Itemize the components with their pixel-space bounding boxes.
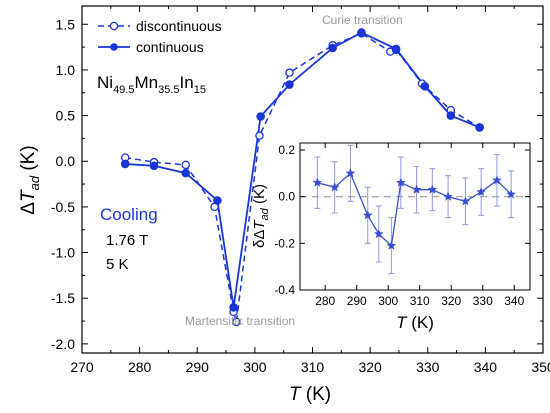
- inset-y-axis-title-delta: δΔ: [251, 230, 268, 248]
- y-axis-title-symbol: T: [18, 189, 39, 202]
- inset-star-point: [443, 191, 454, 201]
- inset-y-tick-label: 0.0: [278, 190, 295, 204]
- y-axis-title-delta: Δ: [18, 202, 39, 215]
- continuous-point: [149, 161, 159, 171]
- discontinuous-point: [255, 131, 264, 140]
- inset-y-axis-title-unit: (K): [251, 184, 268, 208]
- y-tick-label: 0.0: [56, 153, 76, 169]
- formula-element: Mn: [134, 73, 158, 92]
- inset-star-point: [427, 184, 438, 194]
- continuous-point: [213, 196, 222, 205]
- inset-x-tick-label: 280: [315, 294, 335, 308]
- inset-star-point: [386, 240, 397, 250]
- x-axis-title-unit: (K): [301, 384, 332, 405]
- inset-x-tick-label: 320: [441, 294, 461, 308]
- inset-series-line: [317, 172, 512, 248]
- inset-star-point: [506, 189, 517, 199]
- y-axis-title-subscript: ad: [27, 175, 42, 190]
- inset-y-axis-title-subscript: ad: [259, 207, 271, 220]
- inset-x-tick-label: 340: [504, 294, 524, 308]
- inset-star-point: [362, 210, 373, 220]
- x-tick-label: 310: [301, 359, 325, 375]
- x-tick-label: 290: [186, 359, 210, 375]
- continuous-point: [328, 43, 337, 53]
- cooling-label: Cooling: [100, 205, 158, 224]
- formula-element: In: [180, 73, 194, 92]
- legend-discontinuous-label: discontinuous: [136, 18, 222, 34]
- inset-y-tick-label: -0.4: [274, 283, 295, 297]
- x-axis-title: T (K): [289, 384, 331, 405]
- continuous-point: [285, 80, 294, 89]
- inset-x-tick-label: 330: [473, 294, 493, 308]
- inset-frame: [299, 142, 531, 291]
- inset-x-tick-label: 310: [410, 294, 430, 308]
- x-axis-title-symbol: T: [289, 384, 302, 405]
- y-axis-title-unit: (K): [18, 145, 39, 176]
- field-label: 1.76 T: [106, 232, 148, 249]
- inset-y-axis-title: δΔTad (K): [251, 184, 271, 248]
- continuous-point: [357, 28, 366, 37]
- inset-x-axis-title: T (K): [396, 313, 434, 332]
- legend-continuous-marker: [110, 43, 118, 51]
- continuous-point: [391, 44, 401, 54]
- y-tick-label: -0.5: [51, 199, 75, 215]
- continuous-point: [256, 112, 265, 121]
- y-tick-label: -1.5: [51, 290, 75, 306]
- formula-subscript: 49.5: [113, 84, 134, 96]
- y-tick-label: 0.5: [56, 108, 76, 124]
- y-tick-label: -2.0: [51, 336, 75, 352]
- inset-y-tick-label: -0.2: [274, 236, 295, 250]
- discontinuous-point: [181, 160, 190, 170]
- y-axis-title: ΔTad (K): [18, 145, 42, 214]
- x-tick-label: 300: [243, 359, 267, 375]
- inset-y-axis-title-symbol: T: [251, 219, 268, 230]
- continuous-point: [475, 123, 484, 132]
- inset-star-point: [395, 177, 406, 187]
- x-tick-label: 270: [70, 359, 94, 375]
- martensitic-annotation: Martensitic transition: [185, 314, 295, 328]
- curie-annotation: Curie transition: [322, 13, 403, 27]
- x-tick-label: 280: [128, 359, 152, 375]
- inset-x-tick-label: 290: [347, 294, 367, 308]
- continuous-point: [120, 159, 130, 169]
- inset-star-point: [491, 175, 502, 185]
- inset-x-tick-label: 300: [378, 294, 398, 308]
- inset-star-point: [345, 168, 356, 178]
- continuous-point: [229, 303, 238, 312]
- inset-x-axis-title-unit: (K): [407, 313, 434, 332]
- inset-star-point: [373, 228, 384, 239]
- y-tick-label: 1.5: [56, 16, 76, 32]
- x-tick-label: 320: [358, 359, 382, 375]
- x-tick-label: 350: [531, 359, 550, 375]
- x-tick-label: 340: [474, 359, 498, 375]
- inset-star-point: [460, 196, 471, 206]
- discontinuous-point: [232, 317, 241, 327]
- compound-formula: Ni49.5Mn35.5In15: [97, 73, 206, 96]
- inset-star-point: [411, 184, 422, 194]
- rate-label: 5 K: [106, 256, 129, 273]
- y-tick-label: -1.0: [51, 245, 75, 261]
- x-tick-label: 330: [416, 359, 440, 375]
- legend-continuous-label: continuous: [136, 39, 204, 55]
- inset-x-axis-title-symbol: T: [396, 313, 408, 332]
- inset-y-tick-label: 0.2: [278, 143, 295, 157]
- y-tick-label: 1.0: [56, 62, 76, 78]
- continuous-point: [446, 111, 456, 120]
- inset-star-point: [476, 186, 487, 197]
- legend-discontinuous-marker: [109, 21, 119, 31]
- inset-star-point: [312, 177, 323, 187]
- formula-element: Ni: [97, 73, 113, 92]
- formula-subscript: 35.5: [158, 84, 179, 96]
- inset-star-point: [329, 182, 340, 192]
- discontinuous-point: [285, 68, 294, 77]
- continuous-point: [420, 82, 430, 91]
- formula-subscript: 15: [194, 84, 206, 96]
- continuous-point: [181, 168, 191, 178]
